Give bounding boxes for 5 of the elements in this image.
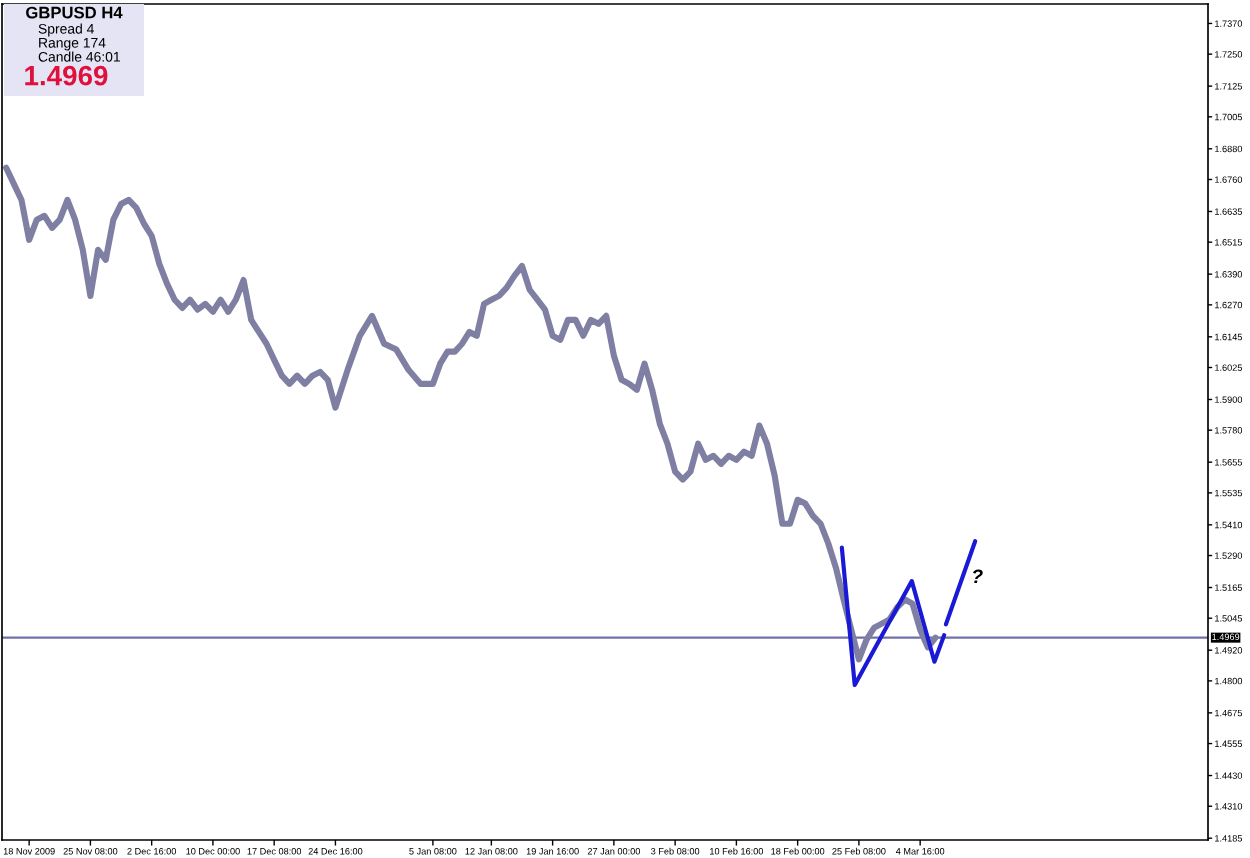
line-series bbox=[839, 545, 947, 688]
line-series bbox=[3, 164, 939, 663]
chart-title: GBPUSD H4 bbox=[26, 6, 123, 19]
annotation: ? bbox=[972, 569, 983, 584]
annotation: 1.4969 bbox=[25, 65, 108, 86]
